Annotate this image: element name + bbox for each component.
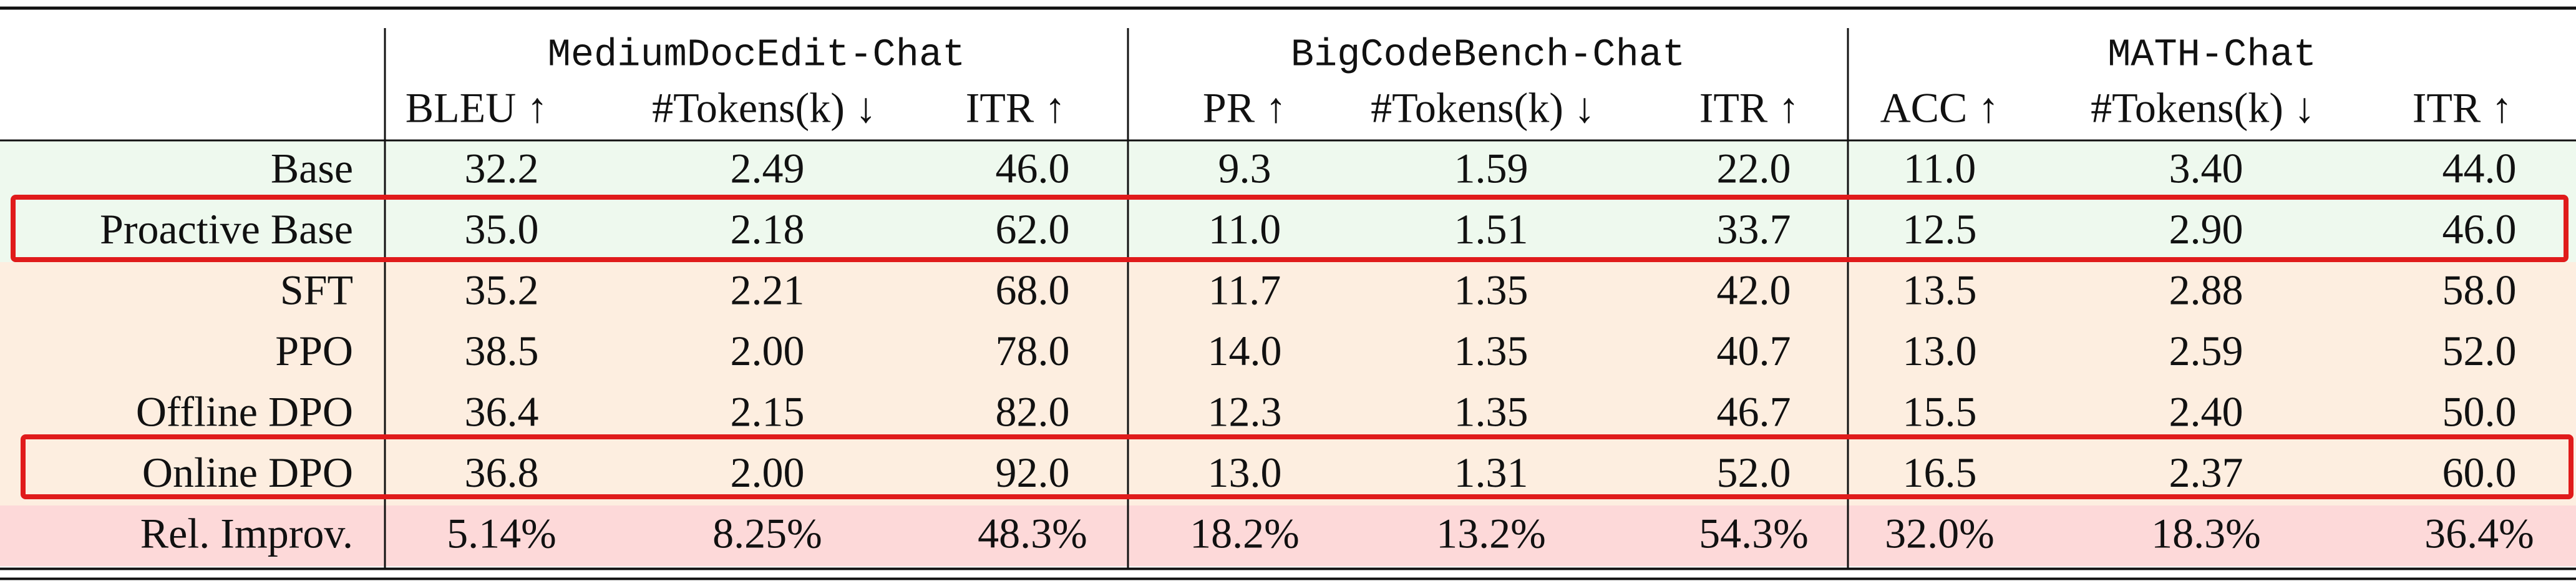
cell: 15.5 [1903, 388, 1977, 435]
group-header: MediumDocEdit-Chat [548, 32, 966, 77]
cell: 52.0 [2442, 327, 2517, 374]
cell: 16.5 [1903, 449, 1977, 496]
cell: 36.4% [2424, 509, 2534, 557]
column-header: ACC ↑ [1880, 84, 2000, 132]
cell: 5.14% [447, 509, 557, 557]
cell: 1.51 [1454, 205, 1529, 253]
cell: 2.40 [2169, 388, 2243, 435]
cell: 2.15 [731, 388, 805, 435]
cell: 3.40 [2169, 144, 2243, 192]
cell: 32.0% [1885, 509, 1995, 557]
group-header: MATH-Chat [2107, 32, 2316, 77]
highlight-box [21, 434, 2574, 499]
row-label: Online DPO [142, 449, 353, 496]
cell: 12.5 [1903, 205, 1977, 253]
highlight-box [11, 195, 2569, 262]
cell: 18.2% [1190, 509, 1300, 557]
cell: 22.0 [1717, 144, 1791, 192]
cell: 36.4 [465, 388, 539, 435]
cell: 11.0 [1208, 205, 1281, 253]
row-background [0, 505, 2576, 567]
cell: 46.0 [996, 144, 1070, 192]
group-header: BigCodeBench-Chat [1291, 32, 1686, 77]
cell: 2.90 [2169, 205, 2243, 253]
cell: 2.49 [731, 144, 805, 192]
column-header: ITR ↑ [1699, 84, 1800, 132]
cell: 1.59 [1454, 144, 1529, 192]
row-background [0, 140, 2576, 202]
cell: 54.3% [1699, 509, 1809, 557]
cell: 46.7 [1717, 388, 1791, 435]
cell: 48.3% [978, 509, 1087, 557]
cell: 36.8 [465, 449, 539, 496]
cell: 8.25% [712, 509, 822, 557]
cell: 68.0 [996, 266, 1070, 313]
cell: 2.37 [2169, 449, 2243, 496]
cell: 2.88 [2169, 266, 2243, 313]
row-label: Proactive Base [100, 205, 353, 253]
row-background [0, 262, 2576, 323]
row-label: SFT [280, 266, 353, 313]
cell: 2.00 [731, 327, 805, 374]
cell: 58.0 [2442, 266, 2517, 313]
column-header: PR ↑ [1203, 84, 1286, 132]
cell: 38.5 [465, 327, 539, 374]
cell: 33.7 [1717, 205, 1791, 253]
cell: 52.0 [1717, 449, 1791, 496]
cell: 13.5 [1903, 266, 1977, 313]
cell: 42.0 [1717, 266, 1791, 313]
cell: 62.0 [996, 205, 1070, 253]
cell: 92.0 [996, 449, 1070, 496]
cell: 78.0 [996, 327, 1070, 374]
cell: 35.0 [465, 205, 539, 253]
cell: 82.0 [996, 388, 1070, 435]
cell: 46.0 [2442, 205, 2517, 253]
cell: 1.35 [1454, 266, 1529, 313]
column-header: BLEU ↑ [406, 84, 548, 132]
column-header: ITR ↑ [2413, 84, 2513, 132]
row-label: PPO [275, 327, 353, 374]
cell: 50.0 [2442, 388, 2517, 435]
cell: 35.2 [465, 266, 539, 313]
column-header: #Tokens(k) ↓ [2091, 84, 2315, 132]
cell: 32.2 [465, 144, 539, 192]
cell: 40.7 [1717, 327, 1791, 374]
cell: 2.18 [731, 205, 805, 253]
column-header: #Tokens(k) ↓ [1371, 84, 1595, 132]
cell: 1.35 [1454, 327, 1529, 374]
cell: 2.00 [731, 449, 805, 496]
cell: 13.0 [1208, 449, 1282, 496]
cell: 2.59 [2169, 327, 2243, 374]
cell: 13.0 [1903, 327, 1977, 374]
column-header: #Tokens(k) ↓ [652, 84, 877, 132]
cell: 60.0 [2442, 449, 2517, 496]
cell: 2.21 [731, 266, 805, 313]
row-background [0, 201, 2576, 262]
cell: 9.3 [1218, 144, 1271, 192]
cell: 1.35 [1454, 388, 1529, 435]
cell: 18.3% [2151, 509, 2261, 557]
cell: 11.0 [1903, 144, 1976, 192]
cell: 44.0 [2442, 144, 2517, 192]
row-background [0, 323, 2576, 384]
cell: 14.0 [1208, 327, 1282, 374]
cell: 11.7 [1208, 266, 1281, 313]
row-label: Offline DPO [136, 388, 353, 435]
cell: 1.31 [1454, 449, 1529, 496]
column-header: ITR ↑ [966, 84, 1066, 132]
cell: 13.2% [1436, 509, 1546, 557]
row-label: Rel. Improv. [140, 509, 353, 557]
row-label: Base [271, 144, 353, 192]
cell: 12.3 [1208, 388, 1282, 435]
